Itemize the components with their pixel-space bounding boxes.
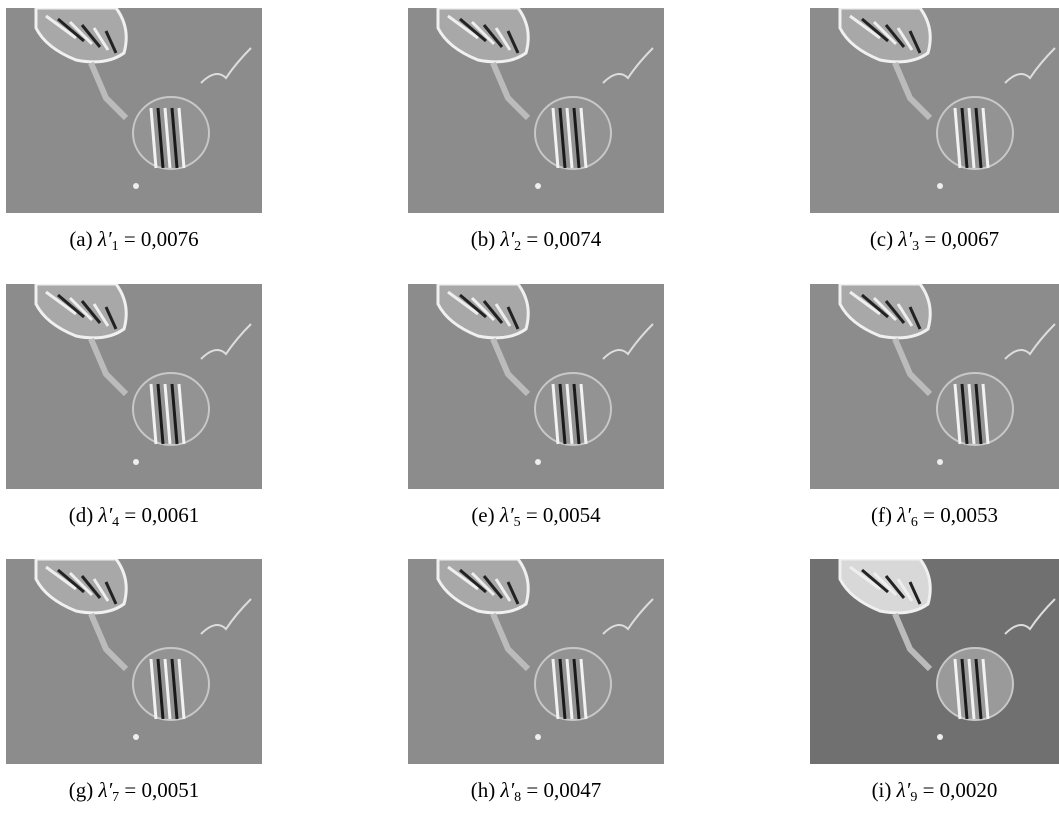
spot bbox=[535, 734, 541, 740]
ball-shape bbox=[937, 97, 1013, 169]
caption-value: = 0,0067 bbox=[924, 227, 999, 251]
panel: (c) λ′3 = 0,0067 bbox=[810, 8, 1059, 263]
caption-index: 6 bbox=[911, 515, 918, 530]
panel: (i) λ′9 = 0,0020 bbox=[810, 559, 1059, 814]
caption: (e) λ′5 = 0,0054 bbox=[408, 503, 664, 531]
panel: (b) λ′2 = 0,0074 bbox=[408, 8, 664, 263]
ball-shape bbox=[937, 648, 1013, 720]
caption-value: = 0,0051 bbox=[124, 778, 199, 802]
spot bbox=[937, 459, 943, 465]
caption-label: (e) bbox=[471, 503, 494, 527]
caption-label: (f) bbox=[871, 503, 892, 527]
caption-symbol: λ′ bbox=[897, 778, 911, 802]
mode-image bbox=[408, 8, 664, 213]
caption-symbol: λ′ bbox=[500, 227, 514, 251]
caption: (b) λ′2 = 0,0074 bbox=[408, 227, 664, 255]
mode-image bbox=[6, 559, 262, 764]
caption-index: 3 bbox=[912, 239, 919, 254]
figure: {"figure": {"panels": [ {"label": "(a)",… bbox=[0, 0, 1059, 805]
caption: (g) λ′7 = 0,0051 bbox=[6, 778, 262, 806]
caption: (a) λ′1 = 0,0076 bbox=[6, 227, 262, 255]
caption-label: (h) bbox=[471, 778, 496, 802]
spot bbox=[133, 459, 139, 465]
ball-shape bbox=[133, 97, 209, 169]
ball-shape bbox=[133, 648, 209, 720]
panel: (g) λ′7 = 0,0051 bbox=[6, 559, 262, 814]
caption-symbol: λ′ bbox=[897, 503, 911, 527]
spot bbox=[937, 734, 943, 740]
spot bbox=[133, 734, 139, 740]
caption-label: (g) bbox=[69, 778, 94, 802]
spot bbox=[535, 183, 541, 189]
mode-image bbox=[408, 284, 664, 489]
caption-value: = 0,0020 bbox=[923, 778, 998, 802]
mode-image bbox=[810, 284, 1059, 489]
caption: (c) λ′3 = 0,0067 bbox=[810, 227, 1059, 255]
page: html, body { margin: 0; padding: 0; back… bbox=[0, 0, 1059, 805]
caption-index: 8 bbox=[514, 790, 521, 805]
caption-value: = 0,0061 bbox=[124, 503, 199, 527]
ball-shape bbox=[937, 373, 1013, 445]
caption-value: = 0,0047 bbox=[526, 778, 601, 802]
caption-symbol: λ′ bbox=[98, 503, 112, 527]
caption-symbol: λ′ bbox=[898, 227, 912, 251]
spot bbox=[133, 183, 139, 189]
caption-index: 5 bbox=[514, 515, 521, 530]
caption-symbol: λ′ bbox=[98, 778, 112, 802]
ball-shape bbox=[535, 648, 611, 720]
caption-value: = 0,0053 bbox=[923, 503, 998, 527]
mode-image bbox=[810, 559, 1059, 764]
caption-index: 4 bbox=[112, 515, 119, 530]
mode-image bbox=[6, 284, 262, 489]
ball-shape bbox=[535, 97, 611, 169]
caption-symbol: λ′ bbox=[500, 503, 514, 527]
caption-symbol: λ′ bbox=[98, 227, 112, 251]
caption-index: 1 bbox=[112, 239, 119, 254]
caption: (f) λ′6 = 0,0053 bbox=[810, 503, 1059, 531]
caption-label: (i) bbox=[872, 778, 892, 802]
caption-label: (d) bbox=[69, 503, 94, 527]
ball-shape bbox=[133, 373, 209, 445]
caption-label: (c) bbox=[870, 227, 893, 251]
mode-image bbox=[810, 8, 1059, 213]
panel: (e) λ′5 = 0,0054 bbox=[408, 284, 664, 539]
caption-symbol: λ′ bbox=[500, 778, 514, 802]
caption-value: = 0,0074 bbox=[526, 227, 601, 251]
spot bbox=[535, 459, 541, 465]
panel: (d) λ′4 = 0,0061 bbox=[6, 284, 262, 539]
panel: (f) λ′6 = 0,0053 bbox=[810, 284, 1059, 539]
caption: (i) λ′9 = 0,0020 bbox=[810, 778, 1059, 806]
caption-label: (a) bbox=[69, 227, 92, 251]
caption-index: 2 bbox=[514, 239, 521, 254]
caption-index: 9 bbox=[910, 790, 917, 805]
caption: (d) λ′4 = 0,0061 bbox=[6, 503, 262, 531]
caption: (h) λ′8 = 0,0047 bbox=[408, 778, 664, 806]
panel: (a) λ′1 = 0,0076 bbox=[6, 8, 262, 263]
mode-image bbox=[6, 8, 262, 213]
spot bbox=[937, 183, 943, 189]
ball-shape bbox=[535, 373, 611, 445]
caption-value: = 0,0076 bbox=[124, 227, 199, 251]
mode-image bbox=[408, 559, 664, 764]
caption-label: (b) bbox=[471, 227, 496, 251]
panel: (h) λ′8 = 0,0047 bbox=[408, 559, 664, 814]
caption-index: 7 bbox=[112, 790, 119, 805]
caption-value: = 0,0054 bbox=[526, 503, 601, 527]
